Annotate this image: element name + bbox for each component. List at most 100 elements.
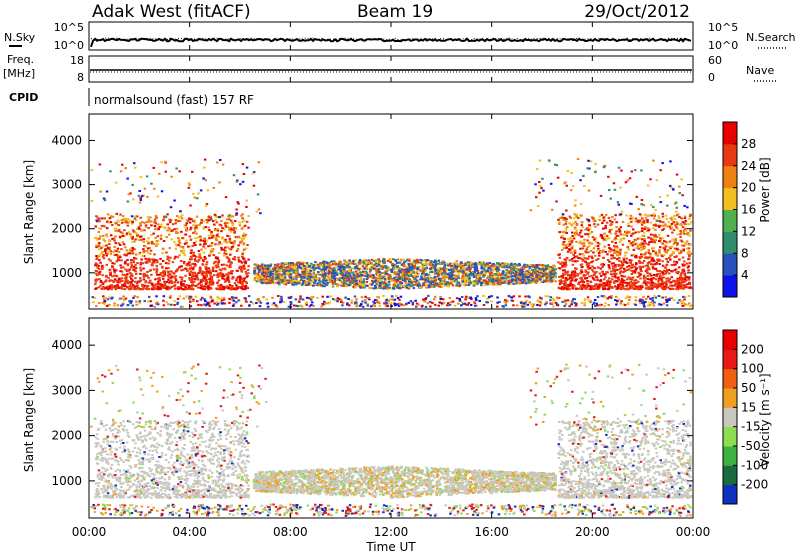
data-cell [154, 278, 157, 281]
data-cell [509, 280, 513, 283]
data-cell [328, 262, 332, 265]
data-cell [122, 273, 126, 276]
data-cell [147, 218, 151, 221]
data-cell [583, 257, 586, 260]
data-cell [677, 270, 680, 273]
data-cell [396, 267, 399, 270]
data-cell [103, 287, 106, 290]
data-cell [400, 271, 404, 274]
data-cell [237, 258, 240, 261]
data-cell [504, 262, 508, 265]
data-cell [343, 274, 346, 277]
data-cell [195, 255, 198, 258]
data-cell [135, 237, 139, 240]
data-cell [509, 272, 512, 275]
data-cell [126, 269, 130, 272]
data-cell [688, 283, 692, 286]
data-cell [403, 276, 407, 279]
data-cell [607, 286, 611, 289]
data-cell [586, 227, 589, 229]
data-cell [352, 275, 355, 278]
data-cell [193, 265, 196, 268]
data-cell [125, 233, 129, 236]
data-cell [662, 288, 665, 291]
data-cell [622, 285, 625, 288]
data-cell [294, 279, 297, 282]
data-cell [649, 238, 653, 241]
data-cell [136, 262, 139, 264]
data-cell [596, 223, 600, 226]
data-cell [174, 255, 177, 258]
data-cell [450, 268, 453, 271]
data-cell [622, 237, 626, 240]
data-cell [663, 282, 667, 285]
data-cell [101, 287, 105, 289]
data-cell [608, 285, 611, 288]
data-cell [635, 282, 638, 284]
data-cell [271, 275, 275, 278]
data-cell [525, 275, 528, 278]
data-cell [99, 235, 102, 238]
data-cell [185, 222, 188, 225]
data-cell [463, 278, 467, 281]
data-cell [276, 278, 279, 281]
data-cell [623, 234, 626, 236]
data-cell [452, 280, 456, 283]
data-cell [440, 267, 443, 270]
data-cell [209, 275, 212, 278]
data-cell [679, 251, 683, 254]
data-cell [127, 231, 131, 234]
data-cell [240, 214, 243, 217]
data-cell [123, 229, 126, 232]
data-cell [422, 259, 426, 262]
data-cell [658, 240, 661, 242]
data-cell [613, 218, 617, 221]
data-cell [613, 274, 617, 276]
data-cell [202, 251, 206, 254]
data-cell [154, 236, 157, 239]
data-cell [146, 247, 150, 250]
data-cell [415, 279, 419, 282]
data-cell [280, 268, 283, 270]
data-cell [323, 263, 326, 266]
data-cell [683, 273, 687, 276]
data-cell [609, 222, 613, 225]
data-cell [424, 259, 427, 262]
data-cell [402, 273, 405, 276]
data-cell [143, 229, 146, 232]
data-cell [117, 242, 121, 245]
data-cell [345, 275, 348, 277]
data-cell [632, 228, 635, 231]
data-cell [407, 271, 411, 274]
data-cell [548, 266, 551, 269]
data-cell [111, 224, 114, 226]
data-cell [443, 283, 447, 286]
data-cell [109, 273, 112, 276]
data-cell [98, 237, 101, 240]
data-cell [158, 285, 161, 288]
data-cell [370, 258, 374, 261]
data-cell [274, 263, 277, 266]
data-cell [208, 281, 212, 284]
data-cell [670, 222, 674, 225]
data-cell [357, 275, 361, 278]
data-cell [355, 277, 359, 280]
data-cell [616, 254, 619, 257]
data-cell [105, 252, 108, 255]
data-cell [143, 250, 146, 253]
data-cell [263, 269, 267, 272]
data-cell [195, 226, 199, 229]
data-cell [164, 226, 167, 229]
data-cell [300, 283, 304, 286]
data-cell [353, 278, 357, 281]
data-cell [429, 282, 433, 285]
data-cell [670, 253, 674, 256]
data-cell [166, 223, 169, 226]
data-cell [592, 270, 595, 273]
data-cell [572, 253, 575, 256]
data-cell [560, 261, 564, 264]
data-cell [229, 215, 233, 218]
data-cell [366, 263, 369, 266]
data-cell [448, 274, 451, 277]
data-cell [182, 284, 185, 287]
